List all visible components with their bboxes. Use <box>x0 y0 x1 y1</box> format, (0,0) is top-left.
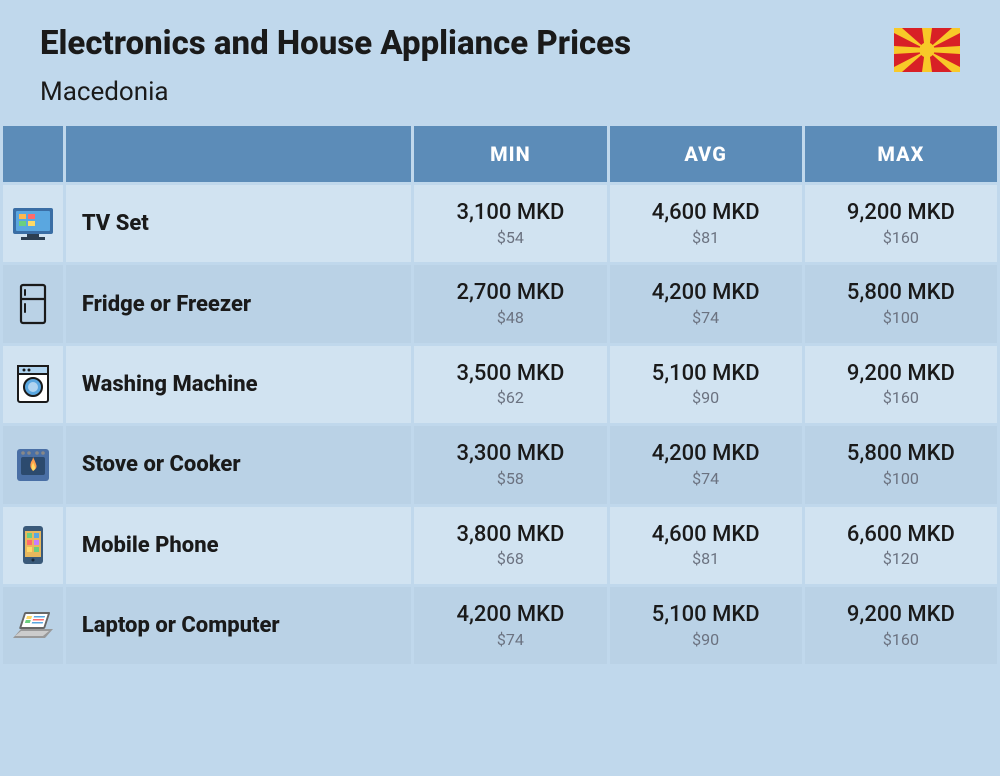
item-name: Washing Machine <box>66 346 411 423</box>
price-table: MIN AVG MAX TV Set3,100 MKD$544,600 MKD$… <box>0 123 1000 667</box>
col-header-avg: AVG <box>610 126 802 182</box>
max-price: 9,200 MKD$160 <box>805 346 997 423</box>
avg-mkd: 5,100 MKD <box>610 360 802 389</box>
max-usd: $160 <box>805 388 997 409</box>
max-price: 9,200 MKD$160 <box>805 587 997 664</box>
max-price: 5,800 MKD$100 <box>805 265 997 342</box>
tv-icon <box>3 185 63 262</box>
avg-price: 4,200 MKD$74 <box>610 426 802 503</box>
avg-usd: $90 <box>610 630 802 651</box>
table-row: Washing Machine3,500 MKD$625,100 MKD$909… <box>3 346 997 423</box>
col-header-min: MIN <box>414 126 606 182</box>
min-price: 3,800 MKD$68 <box>414 507 606 584</box>
table-header-row: MIN AVG MAX <box>3 126 997 182</box>
avg-price: 5,100 MKD$90 <box>610 587 802 664</box>
col-header-max: MAX <box>805 126 997 182</box>
min-usd: $62 <box>414 388 606 409</box>
avg-mkd: 4,600 MKD <box>610 521 802 550</box>
page-title: Electronics and House Appliance Prices <box>40 24 631 63</box>
table-row: Laptop or Computer4,200 MKD$745,100 MKD$… <box>3 587 997 664</box>
max-usd: $100 <box>805 308 997 329</box>
max-mkd: 6,600 MKD <box>805 521 997 550</box>
phone-icon <box>3 507 63 584</box>
laptop-icon <box>3 587 63 664</box>
macedonia-flag-icon <box>894 28 960 72</box>
item-name: Mobile Phone <box>66 507 411 584</box>
washer-icon <box>3 346 63 423</box>
avg-mkd: 4,200 MKD <box>610 279 802 308</box>
stove-icon <box>3 426 63 503</box>
avg-price: 4,200 MKD$74 <box>610 265 802 342</box>
max-mkd: 9,200 MKD <box>805 601 997 630</box>
avg-mkd: 5,100 MKD <box>610 601 802 630</box>
max-price: 6,600 MKD$120 <box>805 507 997 584</box>
max-mkd: 5,800 MKD <box>805 279 997 308</box>
avg-price: 4,600 MKD$81 <box>610 507 802 584</box>
col-header-name <box>66 126 411 182</box>
min-price: 3,100 MKD$54 <box>414 185 606 262</box>
min-usd: $74 <box>414 630 606 651</box>
min-usd: $54 <box>414 228 606 249</box>
item-name: Laptop or Computer <box>66 587 411 664</box>
min-price: 3,300 MKD$58 <box>414 426 606 503</box>
max-usd: $160 <box>805 228 997 249</box>
avg-price: 4,600 MKD$81 <box>610 185 802 262</box>
min-price: 4,200 MKD$74 <box>414 587 606 664</box>
min-price: 3,500 MKD$62 <box>414 346 606 423</box>
table-row: Fridge or Freezer2,700 MKD$484,200 MKD$7… <box>3 265 997 342</box>
max-mkd: 9,200 MKD <box>805 360 997 389</box>
item-name: Stove or Cooker <box>66 426 411 503</box>
max-usd: $160 <box>805 630 997 651</box>
min-price: 2,700 MKD$48 <box>414 265 606 342</box>
item-name: TV Set <box>66 185 411 262</box>
max-mkd: 9,200 MKD <box>805 199 997 228</box>
max-price: 5,800 MKD$100 <box>805 426 997 503</box>
min-usd: $68 <box>414 549 606 570</box>
item-name: Fridge or Freezer <box>66 265 411 342</box>
avg-usd: $81 <box>610 228 802 249</box>
min-mkd: 3,500 MKD <box>414 360 606 389</box>
min-mkd: 2,700 MKD <box>414 279 606 308</box>
min-usd: $48 <box>414 308 606 329</box>
min-mkd: 4,200 MKD <box>414 601 606 630</box>
avg-mkd: 4,200 MKD <box>610 440 802 469</box>
max-mkd: 5,800 MKD <box>805 440 997 469</box>
table-row: Stove or Cooker3,300 MKD$584,200 MKD$745… <box>3 426 997 503</box>
avg-price: 5,100 MKD$90 <box>610 346 802 423</box>
col-header-icon <box>3 126 63 182</box>
avg-mkd: 4,600 MKD <box>610 199 802 228</box>
page-subtitle: Macedonia <box>40 77 631 107</box>
page-header: Electronics and House Appliance Prices M… <box>0 0 1000 123</box>
avg-usd: $74 <box>610 469 802 490</box>
avg-usd: $74 <box>610 308 802 329</box>
avg-usd: $81 <box>610 549 802 570</box>
min-mkd: 3,100 MKD <box>414 199 606 228</box>
min-mkd: 3,800 MKD <box>414 521 606 550</box>
avg-usd: $90 <box>610 388 802 409</box>
table-row: TV Set3,100 MKD$544,600 MKD$819,200 MKD$… <box>3 185 997 262</box>
max-price: 9,200 MKD$160 <box>805 185 997 262</box>
table-row: Mobile Phone3,800 MKD$684,600 MKD$816,60… <box>3 507 997 584</box>
max-usd: $100 <box>805 469 997 490</box>
min-usd: $58 <box>414 469 606 490</box>
max-usd: $120 <box>805 549 997 570</box>
fridge-icon <box>3 265 63 342</box>
min-mkd: 3,300 MKD <box>414 440 606 469</box>
